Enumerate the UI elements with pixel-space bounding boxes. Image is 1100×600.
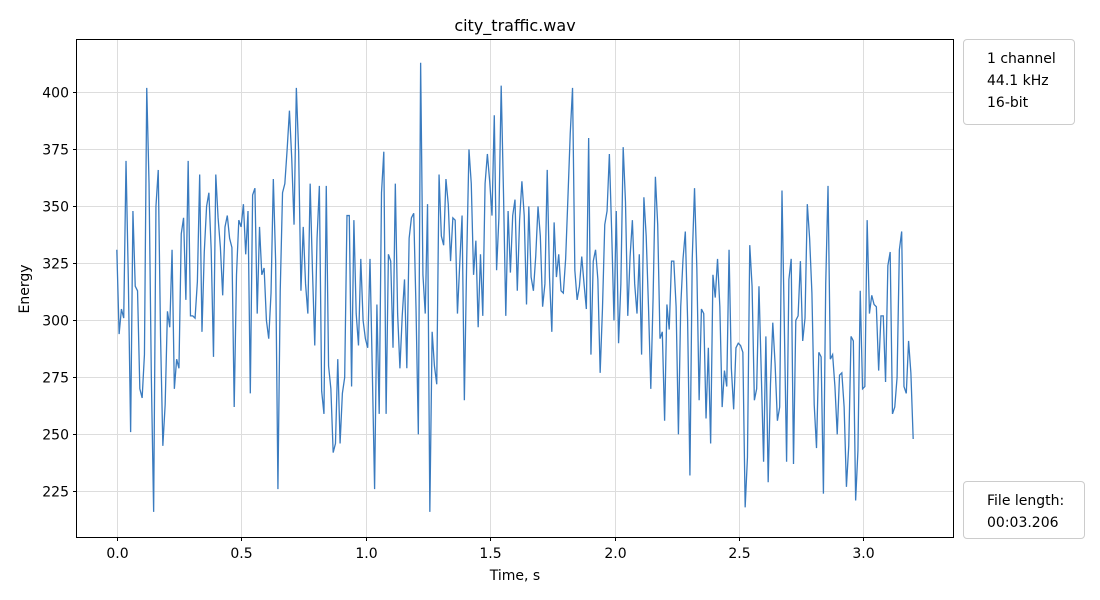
y-axis-ticks: 225 250 275 300 325 350 375 400: [42, 86, 77, 501]
file-length-value: 00:03.206: [987, 515, 1059, 531]
y-axis-label: Energy: [17, 264, 33, 313]
chart-title: city_traffic.wav: [454, 16, 575, 36]
energy-series-line: [116, 62, 914, 512]
sample-rate-text: 44.1 kHz: [987, 73, 1049, 89]
channels-text: 1 channel: [987, 51, 1056, 67]
bit-depth-text: 16-bit: [987, 95, 1029, 111]
file-length-label: File length:: [987, 493, 1065, 509]
audio-properties-box: 1 channel 44.1 kHz 16-bit: [963, 39, 1075, 125]
x-tick-label: 3.0: [852, 546, 874, 562]
x-tick-label: 1.0: [355, 546, 377, 562]
x-axis-ticks: 0.0 0.5 1.0 1.5 2.0 2.5 3.0: [106, 537, 875, 562]
y-tick-label: 300: [42, 314, 69, 330]
x-tick-label: 2.5: [728, 546, 750, 562]
y-tick-label: 275: [42, 371, 69, 387]
x-axis-label: Time, s: [489, 568, 540, 584]
plot-area-frame: [76, 39, 954, 538]
x-tick-label: 0.0: [106, 546, 128, 562]
x-tick-label: 1.5: [479, 546, 501, 562]
y-tick-label: 350: [42, 200, 69, 216]
x-tick-label: 2.0: [604, 546, 626, 562]
y-tick-label: 400: [42, 86, 69, 102]
y-tick-label: 250: [42, 428, 69, 444]
grid: [77, 40, 953, 537]
y-tick-label: 375: [42, 143, 69, 159]
y-tick-label: 325: [42, 257, 69, 273]
x-tick-label: 0.5: [230, 546, 252, 562]
file-length-box: File length: 00:03.206: [963, 481, 1085, 539]
y-tick-label: 225: [42, 485, 69, 501]
